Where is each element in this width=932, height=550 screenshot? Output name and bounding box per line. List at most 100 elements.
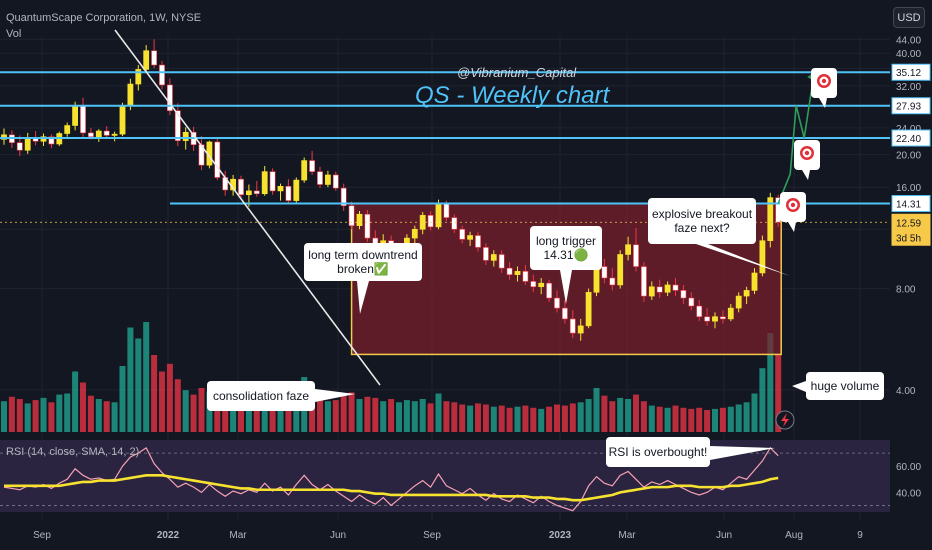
candle-body bbox=[451, 217, 458, 230]
volume-bar bbox=[727, 406, 734, 432]
breakout-callout-text: faze next? bbox=[674, 221, 730, 235]
candle-body bbox=[72, 105, 78, 126]
candle-body bbox=[593, 266, 600, 293]
candle-body bbox=[348, 205, 355, 226]
volume-bar bbox=[16, 399, 23, 432]
downtrend-callout-pointer bbox=[357, 281, 369, 314]
candle-body bbox=[767, 197, 774, 241]
volume-bar bbox=[475, 403, 481, 432]
price-tag-label: 35.12 bbox=[896, 68, 921, 79]
rsi-callout-text: RSI is overbought! bbox=[609, 445, 708, 459]
price-tag-box bbox=[891, 63, 931, 81]
volume-bar bbox=[751, 393, 758, 432]
volume-bar bbox=[364, 396, 371, 432]
price-tag-label: 12.59 bbox=[896, 218, 921, 229]
volume-bar bbox=[396, 402, 402, 432]
lightning-icon bbox=[775, 410, 795, 430]
candle-body bbox=[24, 137, 31, 151]
volume-bar bbox=[317, 399, 323, 432]
candle-body bbox=[490, 254, 497, 261]
candle-body bbox=[712, 316, 718, 322]
candle-body bbox=[159, 64, 165, 86]
trigger-callout-text: 14.31🟢 bbox=[544, 248, 589, 262]
volume-bar bbox=[190, 394, 197, 432]
candle-body bbox=[530, 281, 537, 288]
volume-indicator-label[interactable]: Vol bbox=[6, 28, 22, 40]
rsi-label[interactable]: RSI (14, close, SMA, 14, 2) bbox=[6, 446, 140, 458]
volume-bar bbox=[498, 405, 505, 432]
time-tick-label: 2023 bbox=[549, 530, 572, 541]
target-icon-pointer bbox=[788, 222, 796, 232]
candle-body bbox=[427, 215, 434, 228]
consolidation-callout-text: consolidation faze bbox=[213, 389, 309, 403]
candle-body bbox=[435, 203, 442, 228]
candle-body bbox=[482, 247, 489, 261]
volume-bar bbox=[546, 406, 553, 432]
volume-bar bbox=[159, 371, 165, 432]
target-icon bbox=[811, 68, 837, 108]
volume-bar bbox=[238, 397, 244, 432]
volume-bar bbox=[411, 401, 418, 432]
candle-body bbox=[80, 105, 86, 134]
candle-body bbox=[719, 316, 726, 320]
target-icon-center bbox=[804, 150, 810, 156]
candle-body bbox=[238, 178, 244, 196]
symbol-title[interactable]: QuantumScape Corporation, 1W, NYSE bbox=[6, 12, 202, 24]
candle-body bbox=[135, 69, 142, 85]
candle-body bbox=[214, 141, 221, 178]
price-tag-box bbox=[891, 195, 931, 213]
volume-bar bbox=[648, 405, 655, 432]
candle-body bbox=[546, 282, 552, 299]
rsi-tick-label: 60.00 bbox=[896, 462, 921, 473]
volume-bar bbox=[198, 388, 205, 432]
rsi-series bbox=[0, 446, 890, 512]
downtrend-callout-box bbox=[304, 243, 422, 281]
candle-body bbox=[688, 297, 695, 307]
rsi-line bbox=[3, 446, 779, 512]
candle-body bbox=[601, 266, 608, 279]
candle-body bbox=[277, 186, 284, 192]
volume-bar bbox=[372, 397, 379, 432]
volume-bar bbox=[467, 405, 474, 432]
volume-bar bbox=[569, 403, 576, 432]
candle-body bbox=[506, 267, 513, 275]
candle-body bbox=[577, 325, 584, 334]
volume-bar bbox=[380, 401, 387, 432]
candle-body bbox=[340, 187, 347, 206]
lightning-icon-bolt bbox=[781, 413, 789, 427]
candle-body bbox=[301, 160, 308, 181]
price-tag-label: 14.31 bbox=[896, 200, 921, 211]
volume-bar bbox=[87, 395, 94, 432]
currency-button[interactable]: USD bbox=[893, 7, 925, 28]
volume-bar bbox=[206, 391, 213, 432]
candle-body bbox=[617, 254, 624, 286]
candle-body bbox=[459, 228, 466, 240]
candle-body bbox=[285, 186, 292, 201]
volume-bar bbox=[24, 403, 31, 432]
price-tag-box bbox=[891, 129, 931, 147]
consolidation-callout: consolidation faze bbox=[207, 381, 315, 411]
rsi-callout-box bbox=[606, 437, 710, 467]
time-tick-label: Sep bbox=[423, 530, 441, 541]
candle-body bbox=[538, 282, 545, 288]
volume-bar bbox=[640, 401, 647, 432]
volume-bar bbox=[103, 401, 110, 432]
candle-body bbox=[95, 130, 102, 138]
volume-bar bbox=[143, 322, 150, 432]
time-tick-label: Aug bbox=[785, 530, 803, 541]
volume-bar bbox=[135, 338, 142, 432]
candle-body bbox=[569, 318, 576, 334]
breakout-callout-box bbox=[648, 198, 756, 244]
candle-body bbox=[103, 130, 110, 136]
volume-bar bbox=[119, 366, 126, 432]
volume-bar bbox=[696, 407, 703, 432]
trigger-callout-text: long trigger bbox=[536, 234, 596, 248]
volume-bar bbox=[506, 407, 513, 432]
volume-bar bbox=[704, 410, 711, 432]
volume-bars bbox=[1, 322, 782, 432]
price-tag-label: 27.93 bbox=[896, 102, 921, 113]
time-tick-label: Mar bbox=[618, 530, 636, 541]
